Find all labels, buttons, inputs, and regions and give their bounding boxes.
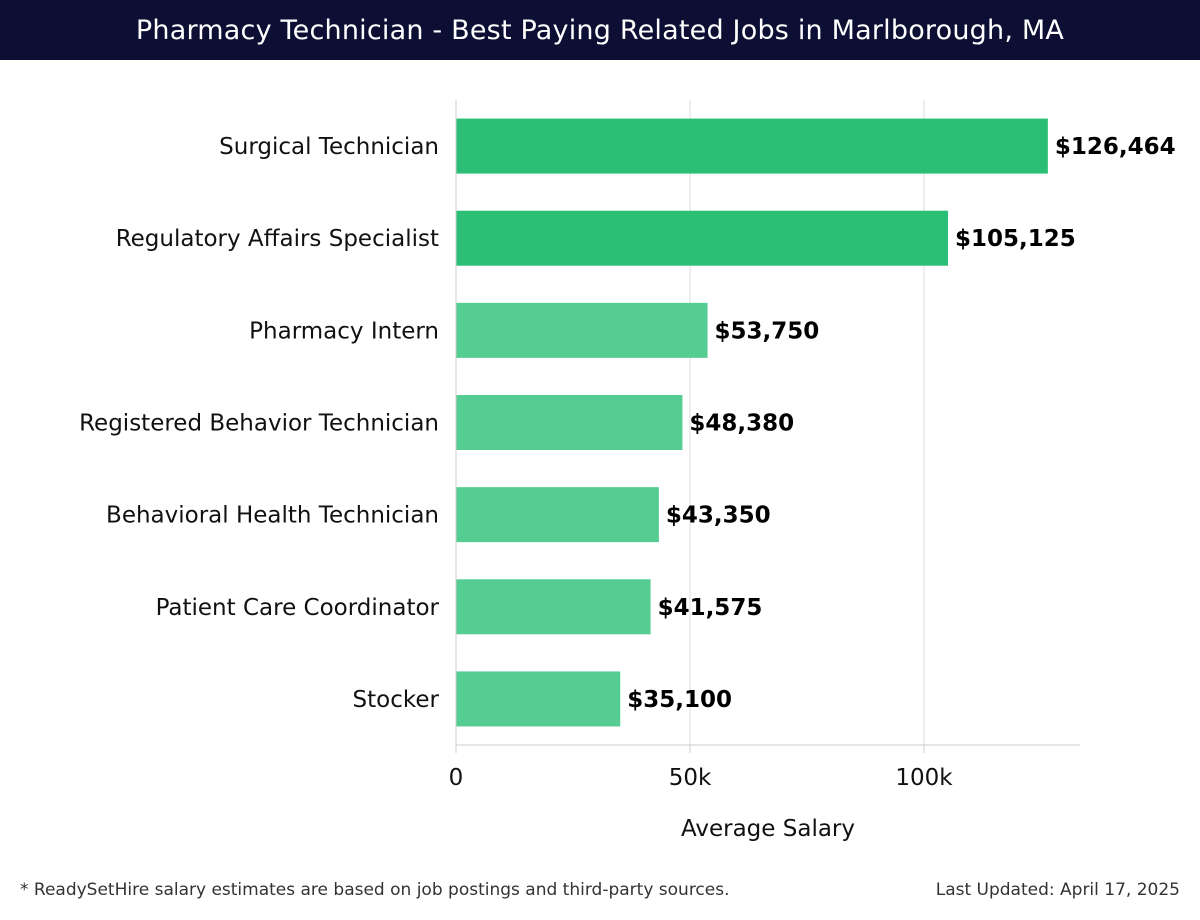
- bar: [456, 302, 708, 358]
- chart-title: Pharmacy Technician - Best Paying Relate…: [0, 0, 1200, 60]
- x-tick-label: 0: [449, 765, 464, 791]
- bar: [456, 487, 659, 543]
- bar: [456, 671, 621, 727]
- category-label: Stocker: [353, 687, 440, 713]
- value-label: $53,750: [715, 318, 820, 344]
- category-label: Surgical Technician: [219, 134, 439, 160]
- category-label: Pharmacy Intern: [249, 318, 439, 344]
- value-label: $126,464: [1055, 134, 1176, 160]
- x-tick-label: 50k: [669, 765, 712, 791]
- value-label: $35,100: [627, 687, 732, 713]
- x-axis-title: Average Salary: [681, 816, 855, 842]
- bar: [456, 118, 1048, 174]
- category-label: Behavioral Health Technician: [106, 503, 439, 529]
- last-updated: Last Updated: April 17, 2025: [935, 880, 1180, 900]
- category-label: Patient Care Coordinator: [156, 595, 440, 621]
- labels: 0 50k 100k Surgical Technician $126,464 Regul…: [79, 134, 1176, 842]
- bar: [456, 579, 651, 635]
- x-tick-label: 100k: [895, 765, 953, 791]
- value-label: $41,575: [658, 595, 763, 621]
- value-label: $43,350: [666, 503, 771, 529]
- category-label: Registered Behavior Technician: [79, 411, 439, 437]
- bar: [456, 210, 948, 266]
- bars: [456, 118, 1048, 727]
- bar-chart: 0 50k 100k Surgical Technician $126,464 Regul…: [79, 100, 1176, 842]
- bar: [456, 395, 683, 450]
- value-label: $48,380: [689, 411, 794, 437]
- footer-note: * ReadySetHire salary estimates are base…: [20, 880, 730, 900]
- value-label: $105,125: [955, 226, 1076, 252]
- category-label: Regulatory Affairs Specialist: [116, 226, 439, 252]
- axes: [455, 100, 1080, 753]
